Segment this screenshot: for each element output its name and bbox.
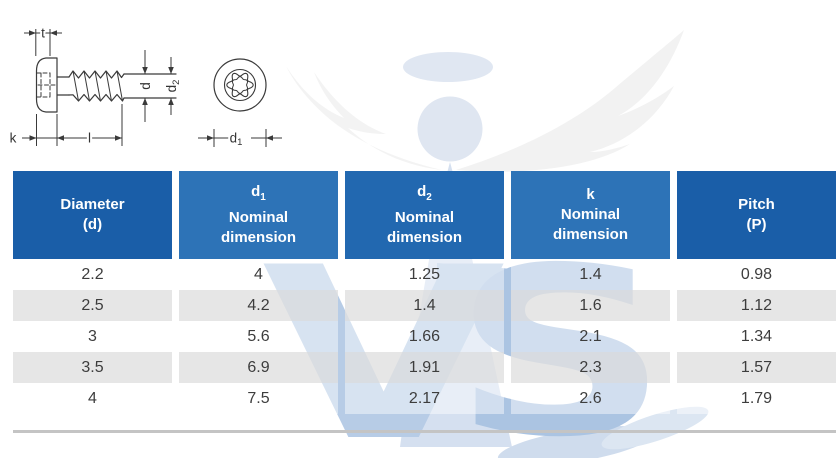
table-header-diameter: Diameter (d) — [13, 171, 172, 259]
table-cell: 1.4 — [511, 259, 670, 290]
watermark-halo-icon — [403, 52, 493, 82]
dimension-label-d2: d2 — [164, 80, 182, 93]
table-cell: 3 — [13, 321, 172, 352]
dimension-label-d1: d1 — [230, 131, 243, 149]
table-row: 3.5 6.9 1.91 2.3 1.57 — [13, 352, 836, 383]
table-header-d1: d1 Nominal dimension — [179, 171, 338, 259]
table-row: 2.2 4 1.25 1.4 0.98 — [13, 259, 836, 290]
technical-drawing: t k l d d2 d1 — [10, 24, 282, 150]
table-body: 2.2 4 1.25 1.4 0.98 2.5 4.2 1.4 1.6 1.12 3 5.6 1.66 2… — [13, 259, 836, 414]
table-cell: 1.79 — [677, 383, 836, 414]
table-cell: 5.6 — [179, 321, 338, 352]
dimension-arrows — [29, 30, 273, 141]
recess-circle — [223, 68, 257, 102]
table-cell: 4 — [179, 259, 338, 290]
dimension-label-t: t — [41, 26, 45, 41]
screw-head-outline — [35, 57, 58, 113]
table-row: 3 5.6 1.66 2.1 1.34 — [13, 321, 836, 352]
table-cell: 2.1 — [511, 321, 670, 352]
table-cell: 2.6 — [511, 383, 670, 414]
torx-recess-inner-icon — [231, 76, 249, 94]
table-cell: 2.5 — [13, 290, 172, 321]
table-cell: 1.34 — [677, 321, 836, 352]
table-cell: 4.2 — [179, 290, 338, 321]
table-cell: 1.57 — [677, 352, 836, 383]
table-cell: 1.25 — [345, 259, 504, 290]
table-cell: 2.2 — [13, 259, 172, 290]
table-bottom-border — [13, 430, 836, 433]
head-outer-circle — [213, 58, 267, 112]
table-header-d2: d2 Nominal dimension — [345, 171, 504, 259]
screw-thread-top — [68, 70, 125, 79]
watermark-wing-left-icon — [286, 66, 442, 170]
torx-recess-icon — [226, 72, 254, 98]
table-cell: 6.9 — [179, 352, 338, 383]
watermark-swirl-icon — [601, 406, 709, 450]
table-cell: 1.12 — [677, 290, 836, 321]
spec-table: Diameter (d) d1 Nominal dimension d2 Nom… — [13, 171, 836, 414]
table-cell: 2.17 — [345, 383, 504, 414]
table-row: 4 7.5 2.17 2.6 1.79 — [13, 383, 836, 414]
table-row: 2.5 4.2 1.4 1.6 1.12 — [13, 290, 836, 321]
table-cell: 1.4 — [345, 290, 504, 321]
table-cell: 1.66 — [345, 321, 504, 352]
watermark-head-icon — [417, 96, 483, 162]
table-cell: 1.91 — [345, 352, 504, 383]
table-cell: 3.5 — [13, 352, 172, 383]
watermark-arm-icon — [437, 263, 540, 297]
screw-front-view — [213, 58, 267, 112]
dimension-label-l: l — [88, 131, 91, 146]
table-cell: 0.98 — [677, 259, 836, 290]
table-header-pitch: Pitch (P) — [677, 171, 836, 259]
table-cell: 7.5 — [179, 383, 338, 414]
table-cell: 4 — [13, 383, 172, 414]
table-cell: 1.6 — [511, 290, 670, 321]
dimension-label-k: k — [10, 131, 17, 146]
table-header-k: k Nominal dimension — [511, 171, 670, 259]
watermark-wing-right-icon — [456, 30, 684, 172]
screw-thread-flanks — [72, 70, 123, 102]
screw-thread-bottom — [68, 93, 125, 102]
hidden-recess-lines — [36, 72, 57, 98]
table-header-row: Diameter (d) d1 Nominal dimension d2 Nom… — [13, 171, 836, 259]
dimension-label-d: d — [138, 82, 153, 90]
table-cell: 2.3 — [511, 352, 670, 383]
screw-side-view — [35, 57, 177, 113]
